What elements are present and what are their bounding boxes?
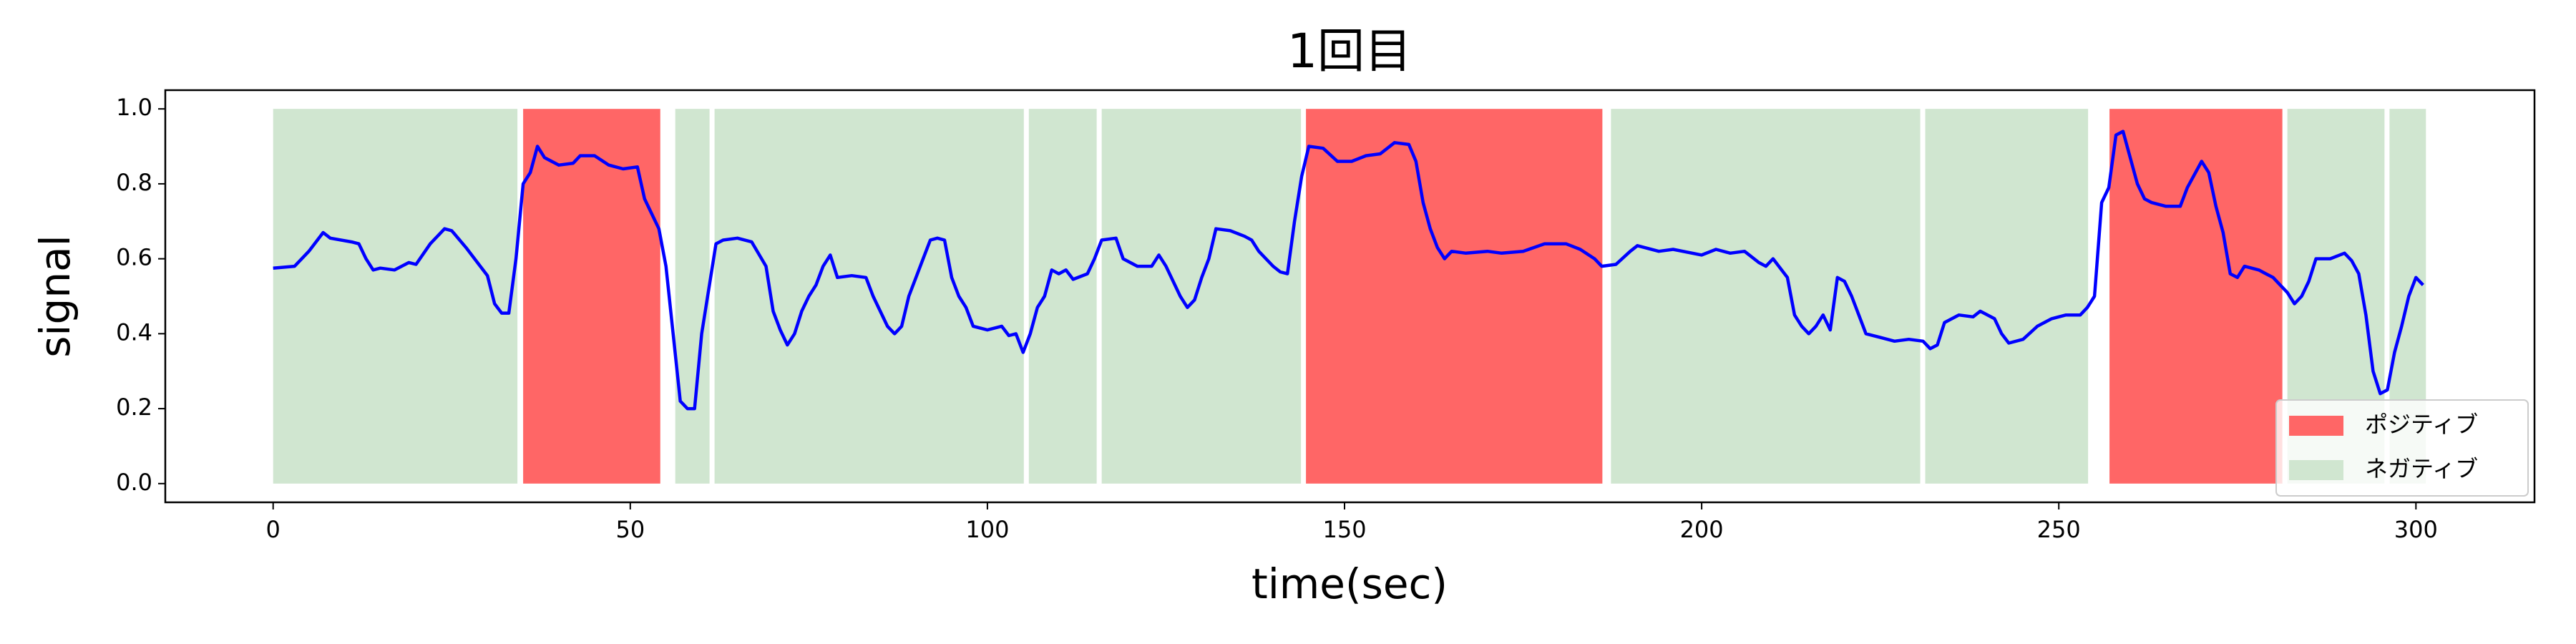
y-tick-label: 0.2	[116, 394, 152, 421]
span	[1028, 109, 1097, 484]
span	[714, 109, 1024, 484]
x-tick-label: 100	[965, 516, 1009, 543]
x-tick-label: 150	[1322, 516, 1366, 543]
span	[1611, 109, 1921, 484]
legend-swatch	[2289, 460, 2343, 480]
x-tick-label: 300	[2394, 516, 2438, 543]
legend-label: ポジティブ	[2365, 411, 2478, 438]
span	[1101, 109, 1302, 484]
span	[2109, 109, 2283, 484]
plot-frame	[164, 89, 2536, 504]
chart-title: 1回目	[1287, 24, 1412, 79]
span	[523, 109, 660, 484]
y-tick-label: 1.0	[116, 94, 152, 121]
x-tick-label: 200	[1680, 516, 1724, 543]
y-tick-label: 0.6	[116, 244, 152, 271]
legend-label: ネガティブ	[2365, 455, 2478, 482]
y-tick-label: 0.4	[116, 318, 152, 346]
legend-swatch	[2289, 416, 2343, 436]
x-axis-label: time(sec)	[1252, 560, 1448, 608]
x-tick-label: 250	[2037, 516, 2081, 543]
span	[1925, 109, 2089, 484]
x-tick-label: 0	[266, 516, 280, 543]
y-axis-label: signal	[31, 235, 79, 358]
span	[1306, 109, 1603, 484]
signal-line	[273, 130, 2424, 411]
y-tick-label: 0.8	[116, 169, 152, 196]
y-tick-label: 0.0	[116, 469, 152, 496]
x-tick-label: 50	[615, 516, 645, 543]
span	[675, 109, 710, 484]
span	[273, 109, 518, 484]
